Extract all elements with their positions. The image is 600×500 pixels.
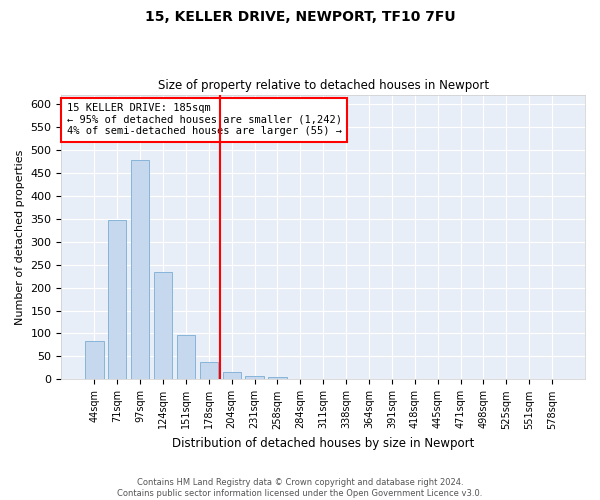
Bar — [85, 342, 104, 380]
X-axis label: Distribution of detached houses by size in Newport: Distribution of detached houses by size … — [172, 437, 475, 450]
Text: 15, KELLER DRIVE, NEWPORT, TF10 7FU: 15, KELLER DRIVE, NEWPORT, TF10 7FU — [145, 10, 455, 24]
Bar — [245, 376, 264, 380]
Bar — [200, 362, 218, 380]
Bar — [223, 372, 241, 380]
Text: Contains HM Land Registry data © Crown copyright and database right 2024.
Contai: Contains HM Land Registry data © Crown c… — [118, 478, 482, 498]
Bar — [291, 378, 310, 380]
Bar — [154, 272, 172, 380]
Text: 15 KELLER DRIVE: 185sqm
← 95% of detached houses are smaller (1,242)
4% of semi-: 15 KELLER DRIVE: 185sqm ← 95% of detache… — [67, 103, 341, 136]
Y-axis label: Number of detached properties: Number of detached properties — [15, 150, 25, 324]
Bar — [268, 377, 287, 380]
Bar — [131, 160, 149, 380]
Bar — [108, 220, 127, 380]
Title: Size of property relative to detached houses in Newport: Size of property relative to detached ho… — [158, 79, 489, 92]
Bar — [177, 336, 195, 380]
